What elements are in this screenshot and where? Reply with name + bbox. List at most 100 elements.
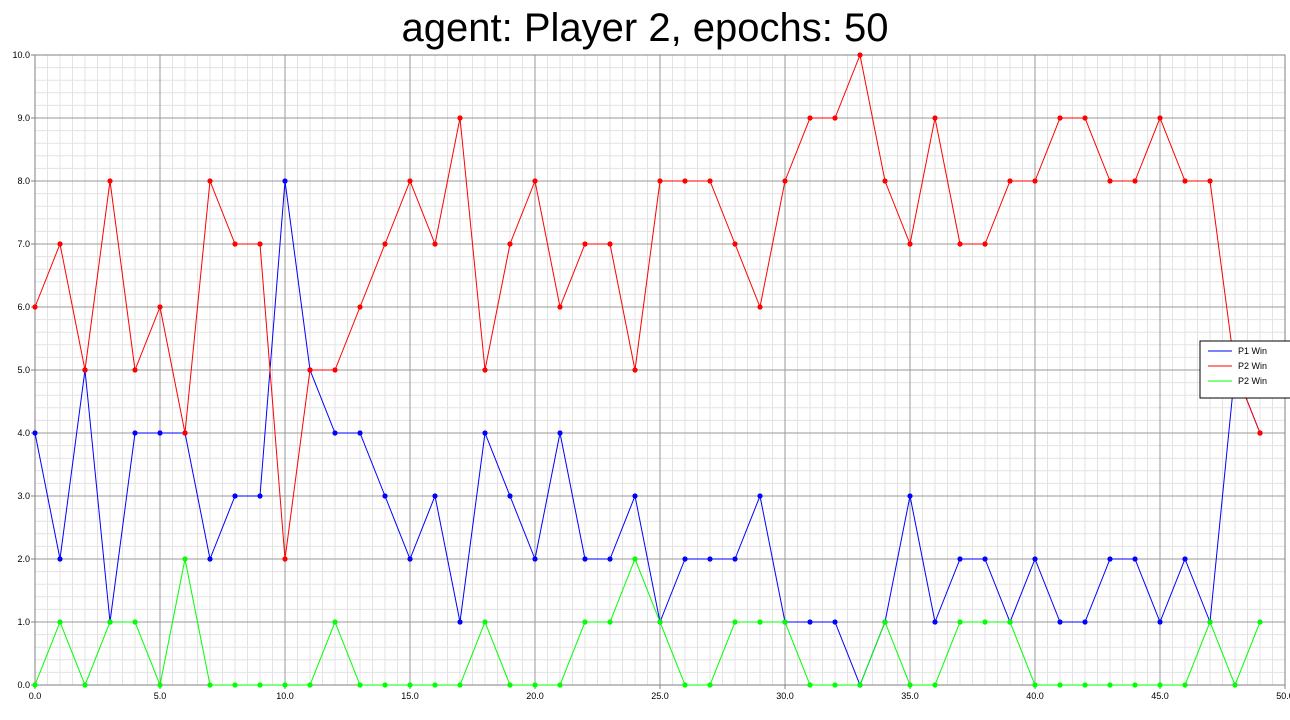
data-point	[407, 682, 413, 688]
data-point	[257, 682, 263, 688]
data-point	[1032, 682, 1038, 688]
data-point	[332, 430, 338, 436]
data-point	[632, 367, 638, 373]
data-point	[832, 682, 838, 688]
data-point	[157, 430, 163, 436]
data-point	[1182, 178, 1188, 184]
data-point	[1157, 682, 1163, 688]
y-tick-label: 0.0	[17, 680, 30, 690]
data-point	[207, 682, 213, 688]
data-point	[1132, 556, 1138, 562]
y-tick-label: 1.0	[17, 617, 30, 627]
data-point	[407, 178, 413, 184]
data-point	[732, 619, 738, 625]
data-point	[607, 619, 613, 625]
data-point	[1207, 178, 1213, 184]
y-axis: 0.0 1.0 2.0 3.0 4.0 5.0 6.0 7.0 8.0 9.0 10.0	[12, 50, 35, 690]
data-point	[957, 556, 963, 562]
data-point	[832, 619, 838, 625]
legend-label: P2 Win	[1238, 361, 1267, 371]
data-point	[357, 430, 363, 436]
data-point	[282, 682, 288, 688]
data-point	[57, 556, 63, 562]
data-point	[1132, 178, 1138, 184]
data-point	[607, 556, 613, 562]
data-point	[157, 304, 163, 310]
data-point	[782, 619, 788, 625]
x-tick-label: 30.0	[776, 691, 794, 701]
data-point	[1032, 556, 1038, 562]
data-point	[332, 367, 338, 373]
x-tick-label: 5.0	[154, 691, 167, 701]
data-point	[1232, 682, 1238, 688]
data-point	[582, 241, 588, 247]
data-point	[232, 682, 238, 688]
x-tick-label: 0.0	[29, 691, 42, 701]
data-point	[1057, 619, 1063, 625]
series-line	[34, 557, 1261, 687]
data-point	[932, 682, 938, 688]
series-3	[32, 556, 1263, 688]
data-point	[782, 178, 788, 184]
series-line	[34, 180, 1261, 687]
data-point	[457, 619, 463, 625]
data-point	[807, 115, 813, 121]
data-point	[232, 493, 238, 499]
data-point	[1007, 178, 1013, 184]
data-point	[1107, 178, 1113, 184]
data-point	[907, 493, 913, 499]
data-point	[582, 556, 588, 562]
data-point	[1032, 178, 1038, 184]
data-point	[307, 682, 313, 688]
y-tick-label: 7.0	[17, 239, 30, 249]
x-tick-label: 50.0	[1276, 691, 1290, 701]
data-point	[607, 241, 613, 247]
data-point	[207, 178, 213, 184]
data-point	[632, 493, 638, 499]
data-point	[507, 241, 513, 247]
x-tick-label: 40.0	[1026, 691, 1044, 701]
data-point	[1257, 430, 1263, 436]
data-point	[182, 430, 188, 436]
data-point	[1007, 619, 1013, 625]
data-point	[907, 682, 913, 688]
y-tick-label: 9.0	[17, 113, 30, 123]
data-point	[1132, 682, 1138, 688]
data-point	[382, 682, 388, 688]
data-point	[1082, 115, 1088, 121]
data-point	[432, 493, 438, 499]
data-point	[807, 682, 813, 688]
data-point	[857, 682, 863, 688]
data-point	[32, 304, 38, 310]
data-point	[257, 241, 263, 247]
legend: P1 Win P2 Win P2 Win	[1199, 340, 1290, 399]
data-point	[257, 493, 263, 499]
data-point	[732, 556, 738, 562]
data-point	[482, 430, 488, 436]
data-point	[207, 556, 213, 562]
data-point	[707, 178, 713, 184]
legend-label: P2 Win	[1238, 376, 1267, 386]
data-point	[707, 556, 713, 562]
data-point	[982, 556, 988, 562]
data-point	[107, 178, 113, 184]
data-point	[507, 493, 513, 499]
data-point	[1057, 115, 1063, 121]
data-point	[132, 430, 138, 436]
data-point	[832, 115, 838, 121]
data-point	[357, 682, 363, 688]
data-point	[557, 430, 563, 436]
data-point	[432, 682, 438, 688]
data-point	[32, 682, 38, 688]
data-point	[1182, 556, 1188, 562]
data-point	[732, 241, 738, 247]
data-point	[482, 619, 488, 625]
y-tick-label: 2.0	[17, 554, 30, 564]
data-point	[932, 619, 938, 625]
data-point	[182, 556, 188, 562]
data-point	[107, 619, 113, 625]
data-point	[907, 241, 913, 247]
data-point	[582, 619, 588, 625]
data-point	[757, 619, 763, 625]
data-point	[682, 682, 688, 688]
